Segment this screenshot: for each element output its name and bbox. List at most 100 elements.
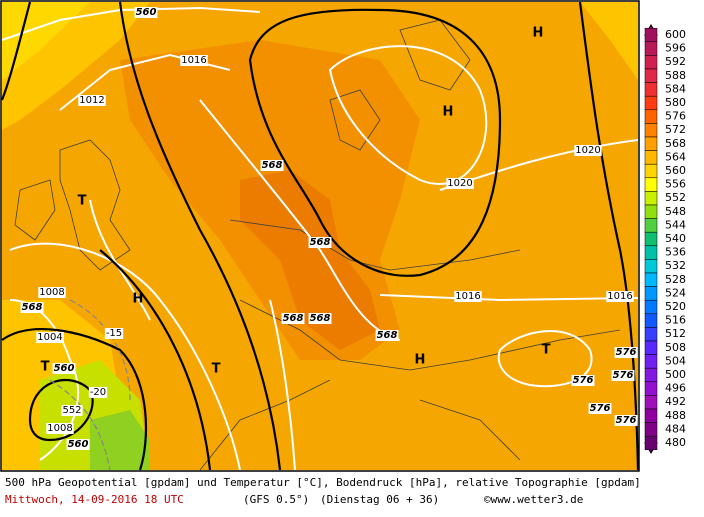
height-label: 576 bbox=[616, 347, 637, 358]
caption: 500 hPa Geopotential [gpdam] und Tempera… bbox=[5, 476, 641, 489]
legend-swatch bbox=[644, 408, 658, 423]
legend-label: 592 bbox=[665, 55, 686, 68]
legend-swatch bbox=[644, 354, 658, 369]
isobar-label: 1012 bbox=[79, 95, 104, 106]
legend-label: 504 bbox=[665, 354, 686, 367]
legend-swatch bbox=[644, 123, 658, 138]
pressure-system: T bbox=[212, 362, 221, 377]
legend-swatch bbox=[644, 340, 658, 355]
legend-label: 540 bbox=[665, 232, 686, 245]
pressure-system: H bbox=[133, 292, 144, 307]
label-box bbox=[375, 330, 399, 341]
legend-swatch bbox=[644, 109, 658, 124]
label-box bbox=[134, 7, 158, 18]
height-label: 576 bbox=[616, 415, 637, 426]
pressure-system: T bbox=[542, 343, 551, 358]
map bbox=[0, 1, 640, 471]
label-box bbox=[614, 415, 638, 426]
legend-swatch bbox=[644, 272, 658, 287]
pressure-system: H bbox=[533, 26, 544, 41]
legend-swatch bbox=[644, 27, 658, 43]
label-box bbox=[611, 370, 635, 381]
legend-label: 528 bbox=[665, 273, 686, 286]
isobar-label: 1004 bbox=[37, 332, 62, 343]
label-box bbox=[20, 302, 44, 313]
height-label: 560 bbox=[68, 439, 89, 450]
legend-label: 536 bbox=[665, 246, 686, 259]
pressure-system: T bbox=[41, 360, 50, 375]
height-label: 560 bbox=[54, 363, 75, 374]
legend-label: 564 bbox=[665, 150, 686, 163]
legend-label: 560 bbox=[665, 164, 686, 177]
legend-label: 584 bbox=[665, 82, 686, 95]
height-label: 576 bbox=[613, 370, 634, 381]
legend-swatch bbox=[644, 245, 658, 260]
legend-label: 548 bbox=[665, 205, 686, 218]
legend-swatch bbox=[644, 395, 658, 410]
run: (Dienstag 06 + 36) bbox=[320, 493, 439, 506]
legend-label: 500 bbox=[665, 368, 686, 381]
isobar-label: 1016 bbox=[455, 291, 480, 302]
label-box bbox=[180, 55, 208, 66]
legend-swatch bbox=[644, 136, 658, 151]
legend-label: 556 bbox=[665, 178, 686, 191]
legend-label: 544 bbox=[665, 218, 686, 231]
isobar-label: 1008 bbox=[39, 287, 64, 298]
label-box bbox=[588, 403, 612, 414]
label-box bbox=[61, 405, 83, 416]
legend-label: 552 bbox=[665, 191, 686, 204]
legend-label: 532 bbox=[665, 259, 686, 272]
legend-label: 492 bbox=[665, 395, 686, 408]
legend-swatch bbox=[644, 299, 658, 315]
label-box bbox=[104, 328, 124, 339]
isobar-label: 1008 bbox=[47, 423, 72, 434]
legend-swatch bbox=[644, 191, 658, 206]
legend-swatch bbox=[644, 82, 658, 97]
legend-swatch bbox=[644, 313, 658, 328]
legend-swatch bbox=[644, 231, 658, 247]
height-label: 568 bbox=[283, 313, 304, 324]
height-label: 568 bbox=[310, 313, 331, 324]
legend-swatch bbox=[644, 95, 658, 111]
label-box bbox=[88, 387, 108, 398]
legend-label: 480 bbox=[665, 436, 686, 449]
legend-label: 600 bbox=[665, 28, 686, 41]
label-box bbox=[52, 363, 76, 374]
copyright: ©www.wetter3.de bbox=[484, 493, 583, 506]
label-box bbox=[36, 332, 64, 343]
isobar-label: 1016 bbox=[607, 291, 632, 302]
pressure-system: H bbox=[415, 353, 426, 368]
legend-swatch bbox=[644, 204, 658, 219]
temperature-label: -15 bbox=[106, 328, 122, 339]
legend-swatch bbox=[644, 218, 658, 233]
label-box bbox=[614, 347, 638, 358]
date: Mittwoch, 14-09-2016 18 UTC bbox=[5, 493, 184, 506]
legend-label: 520 bbox=[665, 300, 686, 313]
legend-label: 496 bbox=[665, 382, 686, 395]
legend-label: 524 bbox=[665, 286, 686, 299]
height-label: 568 bbox=[262, 160, 283, 171]
height-label: 568 bbox=[377, 330, 398, 341]
legend-swatch bbox=[644, 286, 658, 301]
legend-label: 572 bbox=[665, 123, 686, 136]
label-box bbox=[78, 95, 106, 106]
legend-label: 508 bbox=[665, 341, 686, 354]
legend-swatch bbox=[644, 435, 658, 451]
map-frame bbox=[0, 0, 640, 472]
legend-swatch bbox=[644, 68, 658, 83]
label-box bbox=[281, 313, 305, 324]
legend-swatch bbox=[644, 367, 658, 383]
legend-label: 516 bbox=[665, 314, 686, 327]
legend-swatch bbox=[644, 327, 658, 342]
legend-swatch bbox=[644, 259, 658, 274]
temperature-label: -20 bbox=[90, 387, 106, 398]
isobar-label: 1020 bbox=[447, 178, 472, 189]
label-box bbox=[454, 291, 482, 302]
legend-label: 596 bbox=[665, 42, 686, 55]
height-label: 568 bbox=[310, 237, 331, 248]
height-label: 552 bbox=[62, 405, 81, 416]
legend-swatch bbox=[644, 150, 658, 165]
label-box bbox=[308, 237, 332, 248]
isobar-label: 1020 bbox=[575, 145, 600, 156]
